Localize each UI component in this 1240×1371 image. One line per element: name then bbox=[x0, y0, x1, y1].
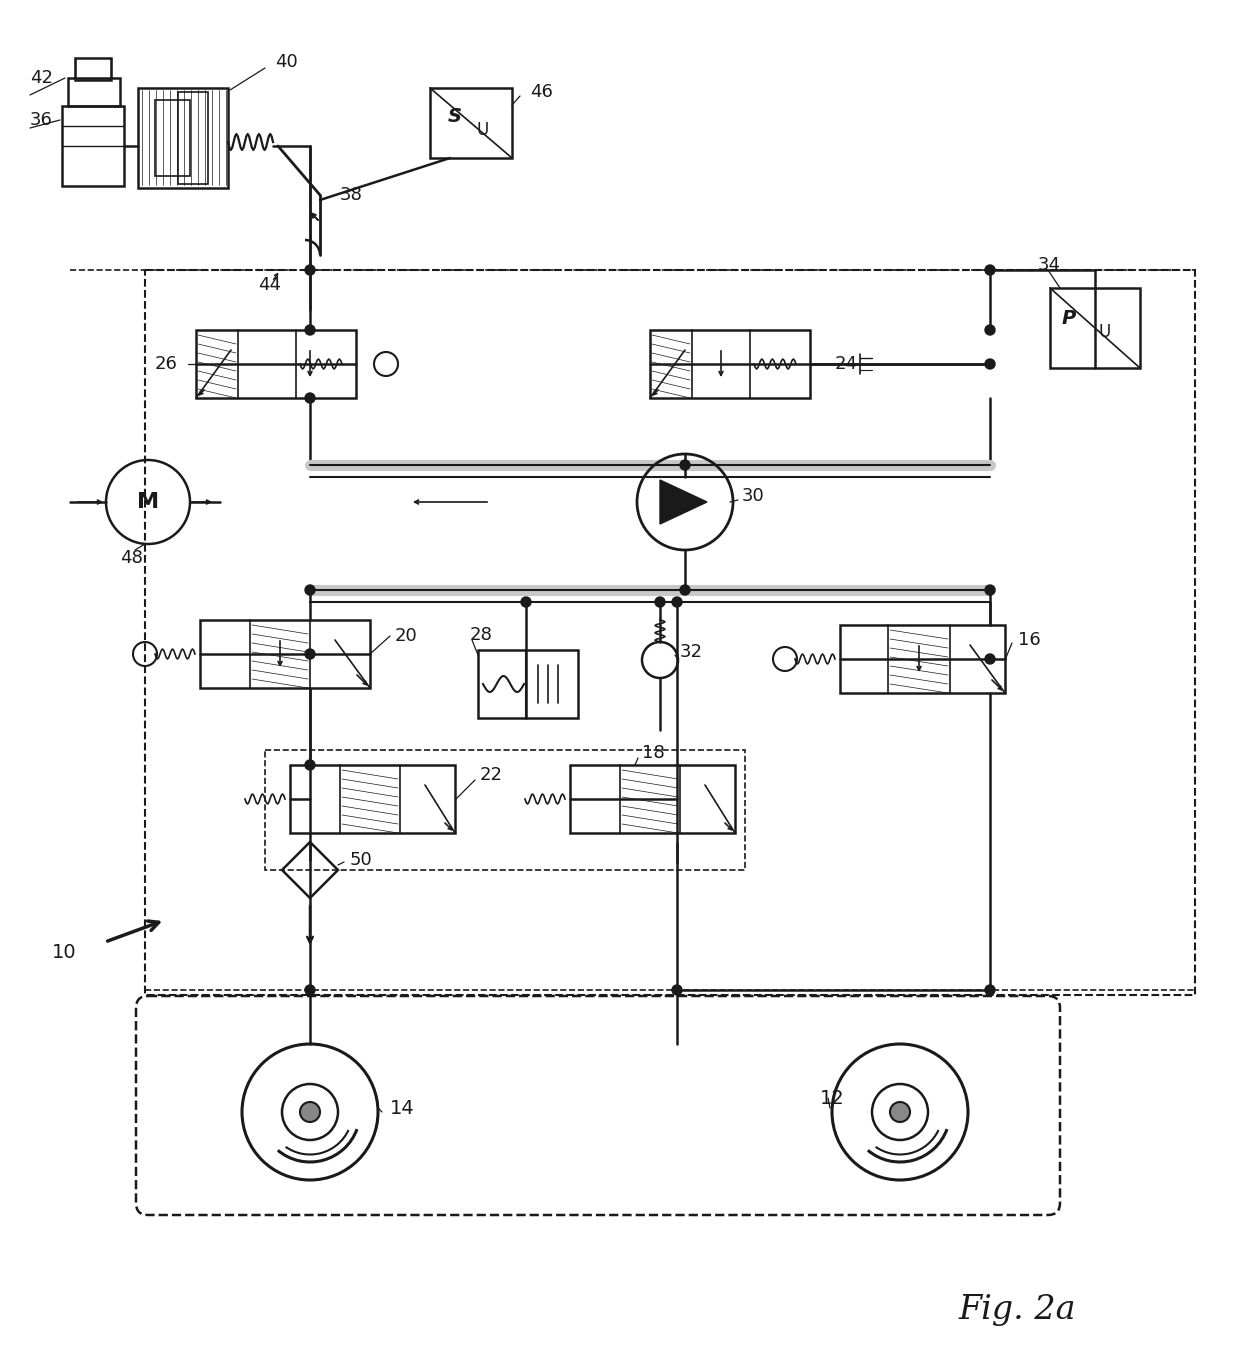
Circle shape bbox=[305, 648, 315, 659]
Text: S: S bbox=[448, 107, 463, 126]
Text: M: M bbox=[136, 492, 159, 511]
Text: 28: 28 bbox=[470, 627, 492, 644]
Text: 26: 26 bbox=[155, 355, 177, 373]
Text: 32: 32 bbox=[680, 643, 703, 661]
Circle shape bbox=[985, 984, 994, 995]
Circle shape bbox=[305, 760, 315, 771]
Bar bbox=[196, 330, 356, 398]
Bar bbox=[62, 106, 124, 186]
Circle shape bbox=[890, 1102, 910, 1121]
Circle shape bbox=[305, 325, 315, 335]
Bar bbox=[74, 58, 112, 80]
Circle shape bbox=[985, 265, 994, 276]
Text: 30: 30 bbox=[742, 487, 765, 505]
Text: 38: 38 bbox=[340, 186, 363, 204]
Bar bbox=[839, 625, 1004, 692]
Text: 24: 24 bbox=[835, 355, 858, 373]
Text: Fig. 2a: Fig. 2a bbox=[959, 1294, 1075, 1326]
Bar bbox=[430, 88, 512, 158]
Text: 46: 46 bbox=[529, 84, 553, 101]
Circle shape bbox=[521, 596, 531, 607]
Text: U: U bbox=[476, 121, 489, 138]
Text: 34: 34 bbox=[1038, 256, 1061, 274]
Circle shape bbox=[672, 984, 682, 995]
Bar bbox=[290, 765, 455, 834]
Text: 10: 10 bbox=[52, 942, 77, 961]
Circle shape bbox=[305, 265, 315, 276]
Circle shape bbox=[300, 1102, 320, 1121]
Text: 18: 18 bbox=[642, 744, 665, 762]
Circle shape bbox=[985, 654, 994, 664]
Text: 12: 12 bbox=[820, 1089, 844, 1108]
Bar bbox=[68, 78, 120, 106]
Text: 40: 40 bbox=[275, 53, 298, 71]
Text: U: U bbox=[1097, 324, 1110, 341]
Bar bbox=[138, 88, 228, 188]
Circle shape bbox=[985, 359, 994, 369]
Text: 50: 50 bbox=[350, 851, 373, 869]
Bar bbox=[570, 765, 735, 834]
Text: 22: 22 bbox=[480, 766, 503, 784]
Circle shape bbox=[985, 585, 994, 595]
Bar bbox=[650, 330, 810, 398]
Text: 36: 36 bbox=[30, 111, 53, 129]
Bar bbox=[265, 750, 745, 871]
Circle shape bbox=[672, 596, 682, 607]
Text: 48: 48 bbox=[120, 548, 143, 568]
Bar bbox=[477, 650, 578, 718]
Text: P: P bbox=[1061, 308, 1076, 328]
Text: 44: 44 bbox=[258, 276, 281, 293]
Circle shape bbox=[680, 461, 689, 470]
Text: 42: 42 bbox=[30, 69, 53, 86]
Bar bbox=[179, 92, 208, 184]
Text: 14: 14 bbox=[391, 1098, 414, 1117]
Bar bbox=[145, 270, 1195, 995]
Circle shape bbox=[985, 325, 994, 335]
Bar bbox=[200, 620, 370, 688]
Polygon shape bbox=[660, 480, 707, 524]
Bar bbox=[155, 100, 190, 175]
Text: 16: 16 bbox=[1018, 631, 1040, 648]
Circle shape bbox=[305, 585, 315, 595]
Circle shape bbox=[655, 596, 665, 607]
Circle shape bbox=[680, 585, 689, 595]
Text: 20: 20 bbox=[396, 627, 418, 644]
Circle shape bbox=[305, 393, 315, 403]
Circle shape bbox=[305, 984, 315, 995]
Bar bbox=[1050, 288, 1140, 367]
